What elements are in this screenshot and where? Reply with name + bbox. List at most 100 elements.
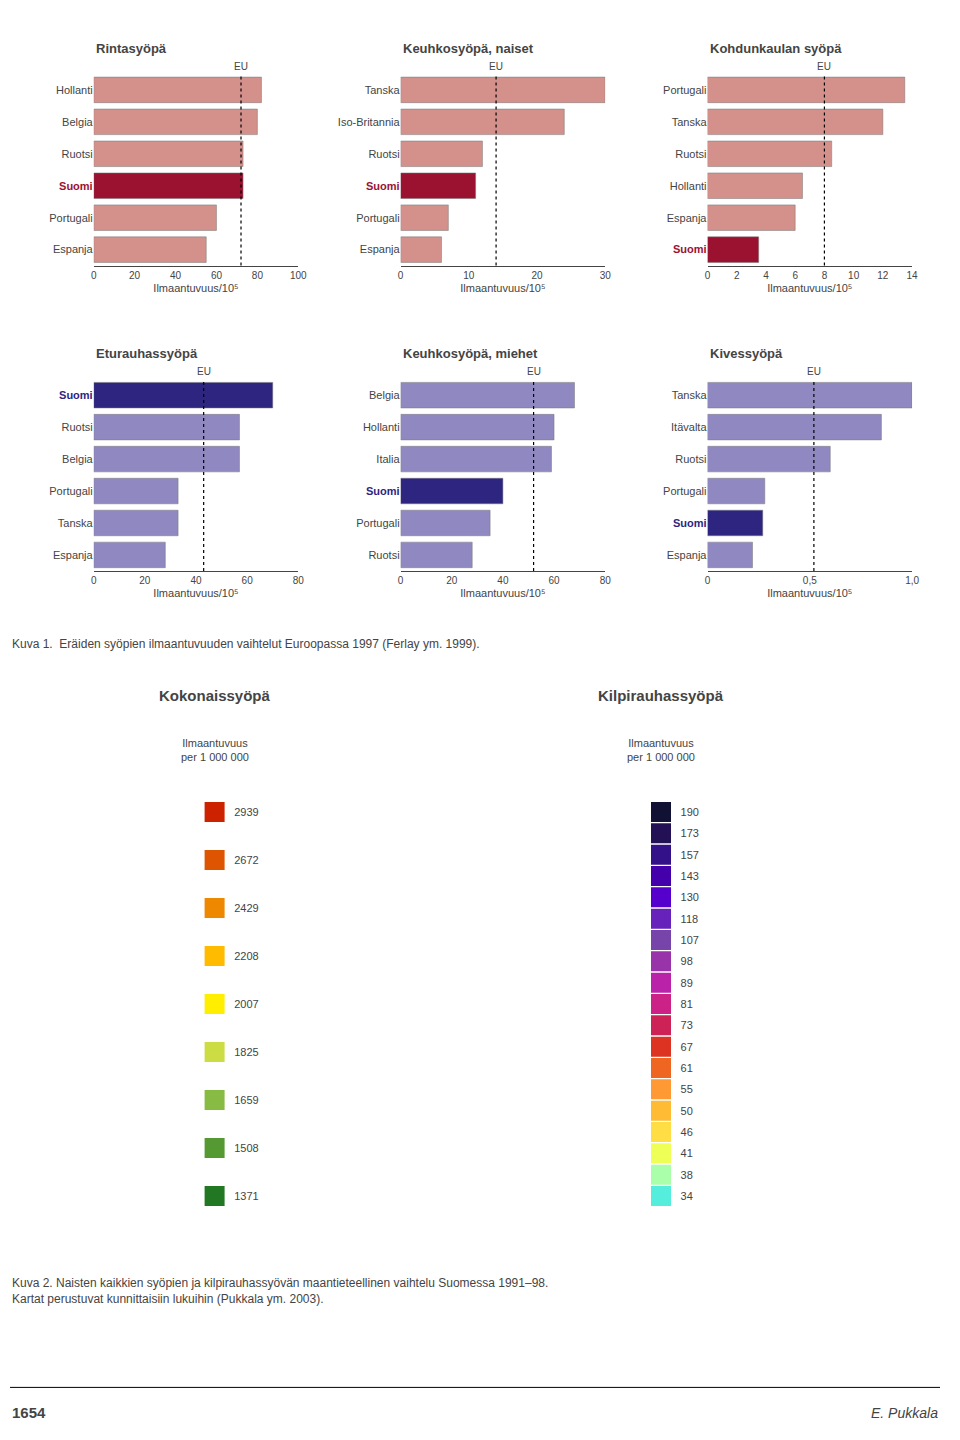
svg-text:143: 143 [681, 870, 699, 882]
svg-text:EU: EU [527, 366, 541, 377]
svg-text:Portugali: Portugali [49, 485, 92, 497]
svg-text:Ilmaantuvuusper 1 000 000: Ilmaantuvuusper 1 000 000 [181, 737, 249, 763]
svg-text:Portugali: Portugali [49, 212, 92, 224]
svg-text:EU: EU [197, 366, 211, 377]
svg-text:130: 130 [681, 891, 699, 903]
svg-text:46: 46 [681, 1126, 693, 1138]
svg-text:20: 20 [139, 575, 151, 586]
svg-text:89: 89 [681, 977, 693, 989]
svg-text:118: 118 [681, 913, 699, 925]
svg-text:Espanja: Espanja [53, 243, 94, 255]
svg-text:60: 60 [548, 575, 560, 586]
svg-text:Ilmaantuvuus/10⁵: Ilmaantuvuus/10⁵ [460, 282, 545, 294]
svg-text:Ilmaantuvuus/10⁵: Ilmaantuvuus/10⁵ [153, 587, 238, 599]
svg-text:Tanska: Tanska [672, 389, 708, 401]
svg-text:40: 40 [497, 575, 509, 586]
svg-text:Ruotsi: Ruotsi [675, 148, 706, 160]
svg-text:Kokonaissyöpä: Kokonaissyöpä [159, 687, 271, 704]
svg-text:0: 0 [91, 575, 97, 586]
svg-text:Kohdunkaulan syöpä: Kohdunkaulan syöpä [710, 41, 842, 56]
svg-text:Tanska: Tanska [58, 517, 94, 529]
svg-text:0,5: 0,5 [803, 575, 817, 586]
svg-text:60: 60 [242, 575, 254, 586]
svg-text:Portugali: Portugali [356, 212, 399, 224]
svg-text:Kuva 2. Naisten kaikkien syöpi: Kuva 2. Naisten kaikkien syöpien ja kilp… [12, 1276, 548, 1306]
svg-text:190: 190 [681, 806, 699, 818]
svg-text:61: 61 [681, 1062, 693, 1074]
svg-text:20: 20 [129, 270, 141, 281]
svg-text:Belgia: Belgia [62, 453, 93, 465]
svg-text:34: 34 [681, 1190, 693, 1202]
svg-text:Ilmaantuvuus/10⁵: Ilmaantuvuus/10⁵ [460, 587, 545, 599]
svg-text:1371: 1371 [234, 1190, 258, 1202]
svg-text:Espanja: Espanja [53, 549, 94, 561]
svg-text:Suomi: Suomi [59, 180, 93, 192]
svg-text:73: 73 [681, 1019, 693, 1031]
svg-text:Tanska: Tanska [365, 84, 401, 96]
svg-text:EU: EU [489, 61, 503, 72]
svg-text:Ruotsi: Ruotsi [62, 421, 93, 433]
svg-text:Ilmaantuvuus/10⁵: Ilmaantuvuus/10⁵ [153, 282, 238, 294]
svg-text:2672: 2672 [234, 854, 258, 866]
svg-text:Espanja: Espanja [667, 549, 708, 561]
svg-text:8: 8 [822, 270, 828, 281]
svg-text:Ilmaantuvuus/10⁵: Ilmaantuvuus/10⁵ [767, 282, 852, 294]
svg-text:0: 0 [398, 575, 404, 586]
svg-text:0: 0 [91, 270, 97, 281]
svg-text:Portugali: Portugali [356, 517, 399, 529]
svg-text:55: 55 [681, 1083, 693, 1095]
svg-text:80: 80 [252, 270, 264, 281]
svg-text:Kivessyöpä: Kivessyöpä [710, 346, 783, 361]
svg-text:2939: 2939 [234, 806, 258, 818]
svg-text:1654: 1654 [12, 1404, 46, 1421]
svg-text:Belgia: Belgia [62, 116, 93, 128]
svg-text:2007: 2007 [234, 998, 258, 1010]
svg-text:Suomi: Suomi [366, 180, 400, 192]
svg-text:0: 0 [705, 575, 711, 586]
svg-text:Eturauhassyöpä: Eturauhassyöpä [96, 346, 198, 361]
svg-text:100: 100 [290, 270, 307, 281]
svg-text:1659: 1659 [234, 1094, 258, 1106]
svg-text:Ilmaantuvuusper 1 000 000: Ilmaantuvuusper 1 000 000 [627, 737, 695, 763]
svg-text:12: 12 [877, 270, 889, 281]
svg-text:Suomi: Suomi [673, 243, 707, 255]
svg-text:20: 20 [446, 575, 458, 586]
svg-text:40: 40 [190, 575, 202, 586]
svg-text:Hollanti: Hollanti [56, 84, 93, 96]
svg-text:30: 30 [600, 270, 612, 281]
svg-text:Portugali: Portugali [663, 485, 706, 497]
svg-text:14: 14 [907, 270, 919, 281]
svg-text:20: 20 [531, 270, 543, 281]
svg-text:Portugali: Portugali [663, 84, 706, 96]
svg-text:1508: 1508 [234, 1142, 258, 1154]
svg-text:81: 81 [681, 998, 693, 1010]
svg-text:173: 173 [681, 827, 699, 839]
svg-text:6: 6 [792, 270, 798, 281]
svg-text:0: 0 [705, 270, 711, 281]
svg-text:Ruotsi: Ruotsi [675, 453, 706, 465]
svg-text:Suomi: Suomi [59, 389, 93, 401]
svg-text:Italia: Italia [376, 453, 400, 465]
svg-text:EU: EU [817, 61, 831, 72]
svg-text:50: 50 [681, 1105, 693, 1117]
svg-text:60: 60 [211, 270, 223, 281]
svg-text:40: 40 [170, 270, 182, 281]
svg-text:107: 107 [681, 934, 699, 946]
svg-text:Espanja: Espanja [667, 212, 708, 224]
svg-text:80: 80 [293, 575, 305, 586]
svg-text:Ruotsi: Ruotsi [368, 549, 399, 561]
svg-text:98: 98 [681, 955, 693, 967]
svg-text:Iso-Britannia: Iso-Britannia [338, 116, 401, 128]
svg-text:Ruotsi: Ruotsi [368, 148, 399, 160]
svg-text:Rintasyöpä: Rintasyöpä [96, 41, 167, 56]
svg-text:2: 2 [734, 270, 740, 281]
svg-text:0: 0 [398, 270, 404, 281]
svg-text:41: 41 [681, 1147, 693, 1159]
svg-text:67: 67 [681, 1041, 693, 1053]
svg-text:Keuhkosyöpä, naiset: Keuhkosyöpä, naiset [403, 41, 534, 56]
svg-text:Espanja: Espanja [360, 243, 401, 255]
svg-text:Hollanti: Hollanti [363, 421, 400, 433]
svg-text:1,0: 1,0 [905, 575, 919, 586]
svg-text:Keuhkosyöpä, miehet: Keuhkosyöpä, miehet [403, 346, 538, 361]
svg-text:EU: EU [234, 61, 248, 72]
